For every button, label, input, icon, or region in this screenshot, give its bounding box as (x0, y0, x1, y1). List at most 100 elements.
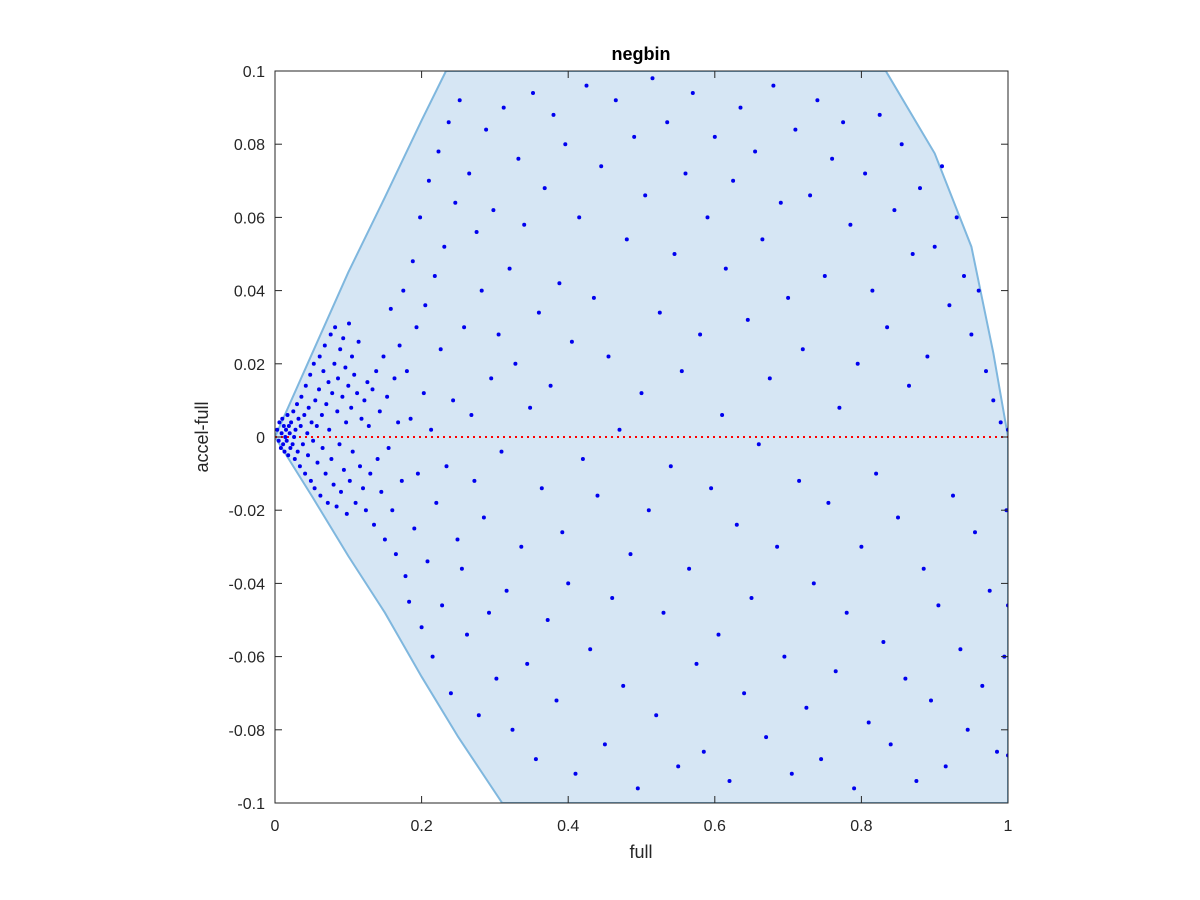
y-tick-label: 0.04 (234, 284, 265, 301)
data-point (401, 288, 406, 293)
data-point (386, 446, 391, 450)
data-point (513, 361, 518, 366)
data-point (476, 713, 481, 718)
data-point (962, 274, 966, 278)
data-point (457, 98, 462, 103)
data-point (811, 581, 816, 586)
data-point (525, 661, 530, 666)
data-point (569, 339, 574, 344)
data-point (287, 431, 292, 436)
data-point (491, 208, 496, 213)
data-point (709, 486, 714, 491)
data-point (918, 186, 922, 191)
data-point (314, 424, 319, 428)
data-point (701, 749, 706, 754)
data-point (698, 332, 703, 337)
data-point (365, 380, 370, 385)
data-point (548, 383, 553, 388)
data-point (551, 112, 556, 117)
data-point (472, 478, 477, 483)
data-point (584, 83, 589, 88)
data-point (370, 387, 375, 392)
data-point (624, 237, 629, 242)
y-tick-label: 0 (256, 430, 265, 447)
data-point (300, 442, 305, 447)
data-point (462, 325, 467, 330)
data-point (469, 413, 474, 417)
data-point (292, 435, 297, 439)
data-point (516, 156, 521, 161)
data-point (368, 471, 373, 476)
data-point (393, 552, 398, 557)
data-point (283, 435, 288, 439)
data-point (676, 764, 681, 769)
data-point (330, 391, 335, 396)
y-tick-label: 0.1 (243, 64, 265, 81)
data-point (317, 354, 322, 359)
data-point (542, 186, 547, 191)
data-point (372, 522, 376, 527)
data-point (421, 391, 426, 396)
data-point (453, 200, 458, 205)
data-point (392, 376, 397, 381)
data-point (352, 372, 357, 377)
data-point (866, 720, 871, 725)
data-point (554, 698, 559, 703)
data-point (341, 336, 346, 341)
data-point (533, 757, 538, 762)
data-point (297, 464, 302, 469)
data-point (560, 530, 565, 535)
data-point (308, 478, 313, 483)
y-tick-label: 0.08 (234, 137, 265, 154)
y-tick-label: -0.08 (229, 723, 266, 740)
data-point (786, 295, 791, 300)
data-point (863, 171, 868, 176)
x-axis: 0 0.2 0.4 0.6 0.8 1 (271, 71, 1013, 835)
data-point (415, 471, 420, 476)
data-point (903, 676, 908, 681)
data-point (382, 537, 387, 542)
data-point (504, 588, 509, 593)
data-point (870, 288, 875, 293)
data-point (284, 427, 288, 432)
data-point (566, 581, 571, 586)
data-point (767, 376, 772, 381)
data-point (914, 779, 919, 783)
data-point (347, 321, 351, 326)
data-point (403, 574, 408, 579)
data-point (353, 500, 358, 505)
data-point (442, 244, 447, 249)
x-tick-label: 0 (271, 818, 280, 835)
data-point (385, 394, 390, 399)
data-point (349, 405, 354, 410)
data-point (501, 105, 506, 110)
data-point (275, 427, 280, 432)
data-point (599, 164, 604, 169)
data-point (973, 530, 977, 535)
data-point (292, 457, 297, 461)
data-point (723, 266, 728, 271)
data-point (284, 438, 289, 443)
data-point (855, 361, 860, 366)
data-point (877, 112, 882, 117)
data-point (804, 705, 809, 710)
data-point (396, 420, 401, 425)
data-point (347, 478, 352, 483)
data-point (328, 332, 333, 337)
data-point (830, 156, 835, 161)
data-point (734, 522, 739, 527)
data-point (595, 493, 600, 498)
data-point (720, 413, 725, 417)
data-point (874, 471, 879, 476)
data-point (327, 427, 332, 432)
data-point (397, 343, 402, 348)
data-point (317, 387, 321, 392)
data-point (281, 442, 286, 447)
data-point (281, 424, 286, 428)
data-point (379, 489, 384, 494)
data-point (465, 632, 469, 637)
data-point (896, 515, 900, 520)
data-point (291, 409, 296, 414)
data-point (606, 354, 611, 359)
data-point (412, 526, 417, 531)
